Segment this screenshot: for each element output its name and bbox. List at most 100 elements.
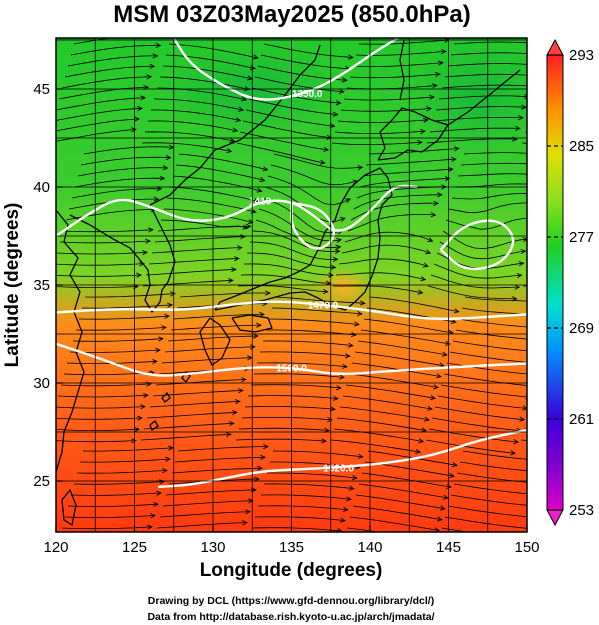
streamline bbox=[350, 202, 439, 221]
streamline bbox=[67, 503, 158, 507]
streamline bbox=[355, 494, 445, 510]
streamline bbox=[166, 197, 256, 213]
streamline-arrowhead bbox=[229, 137, 236, 143]
streamline bbox=[268, 318, 359, 325]
streamline-arrowhead bbox=[251, 487, 257, 493]
streamline bbox=[460, 162, 527, 166]
streamline bbox=[336, 417, 427, 432]
streamline bbox=[338, 258, 429, 267]
streamline bbox=[464, 296, 527, 302]
x-tick-label: 125 bbox=[122, 539, 147, 556]
streamline bbox=[362, 168, 453, 177]
streamline bbox=[65, 209, 156, 221]
streamline bbox=[241, 417, 332, 421]
colorbar-top-arrow bbox=[546, 38, 564, 56]
streamline bbox=[149, 401, 240, 408]
streamline-arrowhead bbox=[450, 318, 457, 325]
colorbar-bottom-arrow bbox=[546, 509, 564, 527]
streamline-arrowhead bbox=[159, 479, 165, 485]
streamline-arrowhead bbox=[425, 249, 432, 255]
streamline bbox=[242, 120, 332, 139]
streamline-arrowhead bbox=[426, 106, 432, 112]
streamline bbox=[56, 251, 147, 255]
streamline-arrowhead bbox=[226, 148, 233, 154]
streamline bbox=[169, 186, 259, 203]
streamline bbox=[363, 318, 453, 334]
streamline-arrowhead bbox=[515, 125, 521, 131]
contour-label: 1520.0 bbox=[323, 463, 354, 474]
streamline bbox=[345, 384, 436, 399]
streamline-arrowhead bbox=[536, 504, 541, 508]
streamline-arrowhead bbox=[423, 117, 429, 123]
streamline-arrowhead bbox=[453, 308, 460, 314]
streamline-arrowhead bbox=[155, 347, 161, 353]
streamline-arrowhead bbox=[530, 73, 535, 77]
streamline-arrowhead bbox=[524, 93, 527, 100]
streamline bbox=[447, 505, 527, 518]
streamline-arrowhead bbox=[519, 416, 526, 422]
streamline-arrowhead bbox=[448, 472, 455, 479]
contour-label: 1410 bbox=[249, 197, 272, 208]
streamline bbox=[159, 511, 250, 518]
streamline-arrowhead bbox=[417, 139, 423, 145]
x-tick-label: 130 bbox=[200, 539, 225, 556]
streamline bbox=[70, 44, 161, 56]
streamline-arrowhead bbox=[427, 405, 434, 411]
streamline bbox=[156, 87, 247, 101]
streamline-arrowhead bbox=[533, 201, 538, 205]
chart-title: MSM 03Z03May2025 (850.0hPa) bbox=[113, 1, 471, 28]
streamline-arrowhead bbox=[319, 159, 326, 165]
streamline bbox=[248, 98, 338, 115]
streamline bbox=[57, 394, 148, 398]
streamline bbox=[358, 483, 448, 499]
streamline bbox=[453, 41, 527, 45]
streamline-arrowhead bbox=[429, 94, 435, 100]
streamline-arrowhead bbox=[257, 465, 263, 471]
streamline-arrowhead bbox=[442, 494, 449, 500]
streamline-arrowhead bbox=[161, 325, 167, 331]
streamline bbox=[434, 406, 525, 421]
streamline bbox=[453, 483, 527, 495]
streamline bbox=[532, 253, 599, 254]
streamline-arrowhead bbox=[150, 513, 156, 519]
streamline-arrowhead bbox=[538, 350, 543, 354]
streamline-arrowhead bbox=[533, 63, 538, 67]
streamline-arrowhead bbox=[238, 106, 245, 112]
streamline-arrowhead bbox=[244, 85, 251, 91]
coastlines bbox=[56, 39, 521, 527]
contour-line bbox=[157, 428, 527, 489]
streamline-arrowhead bbox=[342, 506, 349, 513]
streamline bbox=[56, 286, 138, 289]
streamline bbox=[463, 152, 527, 155]
streamline-arrowhead bbox=[256, 187, 263, 193]
streamline bbox=[56, 263, 144, 266]
streamline bbox=[56, 406, 145, 409]
streamline-arrowhead bbox=[441, 351, 448, 357]
streamline bbox=[254, 76, 344, 93]
streamline bbox=[161, 357, 252, 364]
streamline bbox=[450, 494, 527, 506]
streamline bbox=[259, 351, 350, 357]
streamline-arrowhead bbox=[327, 417, 333, 423]
streamline bbox=[536, 385, 599, 387]
streamline-arrowhead bbox=[420, 128, 426, 134]
streamline-arrowhead bbox=[540, 183, 545, 187]
streamline bbox=[82, 447, 173, 452]
colorbar-gradient bbox=[546, 54, 564, 511]
streamline bbox=[537, 88, 599, 103]
streamline bbox=[534, 99, 599, 114]
streamline bbox=[254, 516, 345, 521]
coastline-china bbox=[56, 209, 85, 473]
credit-drawing: Drawing by DCL (https://www.gfd-dennou.o… bbox=[148, 595, 434, 607]
streamline-arrowhead bbox=[353, 321, 360, 327]
x-tick-label: 145 bbox=[436, 539, 461, 556]
streamline-arrowhead bbox=[152, 53, 159, 59]
streamline-arrowhead bbox=[253, 333, 259, 339]
streamline bbox=[455, 329, 527, 340]
streamline-arrowhead bbox=[417, 289, 424, 295]
streamline bbox=[429, 127, 520, 133]
streamline-arrowhead bbox=[131, 127, 137, 133]
streamline-arrowhead bbox=[433, 384, 440, 390]
streamline bbox=[438, 95, 527, 100]
